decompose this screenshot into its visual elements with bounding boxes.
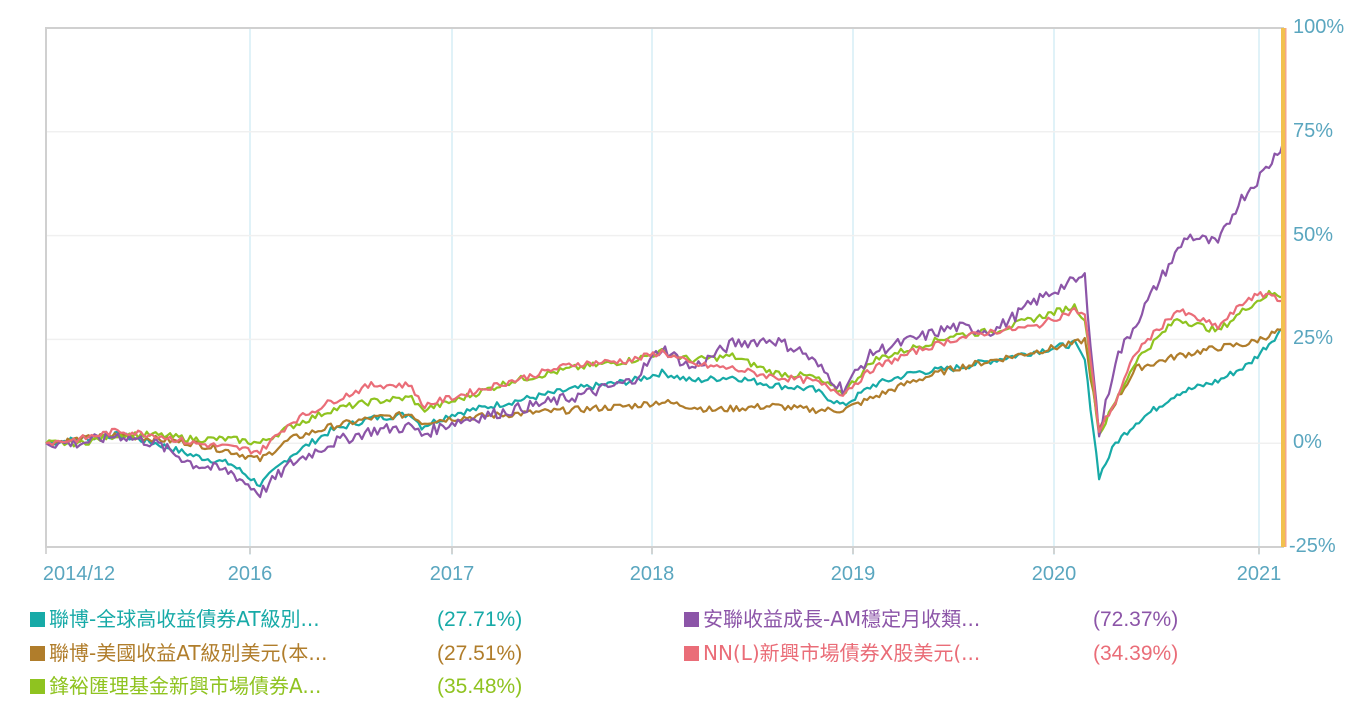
y-tick-label: 100% [1293,16,1345,38]
x-tick-label: 2021 [1236,563,1282,585]
hover-cursor-line [1281,28,1285,547]
x-tick-label: 2016 [227,563,273,585]
chart-series [45,142,1285,499]
hover-cursor-edge [1285,28,1287,547]
series-line[interactable] [45,327,1284,463]
legend-value: (34.39%) [1093,642,1179,665]
y-tick-label: 0% [1293,431,1322,454]
x-tick-label: 2018 [629,563,675,585]
legend-item-allianz-income-growth[interactable]: 安聯收益成長-AM穩定月收類... [684,604,980,635]
legend-label: NN(L)新興市場債券X股美元(... [703,641,981,665]
legend-label: 鋒裕匯理基金新興市場債券A... [49,674,322,698]
legend-swatch [30,646,45,661]
legend-label: 聯博-全球高收益債券AT級別... [49,607,320,631]
legend-item-ab-global-high-yield[interactable]: 聯博-全球高收益債券AT級別... [30,604,320,635]
legend-label: 安聯收益成長-AM穩定月收類... [703,607,981,631]
series-line[interactable] [45,291,1284,455]
x-tick-label: 2014/12 [42,563,116,585]
legend-item-pioneer-em-bond[interactable]: 鋒裕匯理基金新興市場債券A... [30,671,321,702]
y-tick-label: 25% [1293,327,1334,350]
legend-value: (35.48%) [437,675,523,698]
legend-item-nn-em-debt[interactable]: NN(L)新興市場債券X股美元(... [684,638,980,669]
legend-value: (27.51%) [437,642,523,665]
legend-swatch [684,646,699,661]
legend-swatch [684,612,699,627]
chart-grid [45,27,1283,555]
legend-value: (72.37%) [1093,608,1179,631]
y-tick-label: 50% [1293,223,1334,246]
legend-swatch [30,612,45,627]
line-chart [45,27,1287,555]
x-tick-label: 2019 [830,563,876,585]
x-tick-label: 2017 [429,563,475,585]
legend-swatch [30,679,45,694]
legend-value: (27.71%) [437,608,523,631]
legend-label: 聯博-美國收益AT級別美元(本... [49,641,328,665]
legend-item-ab-american-income[interactable]: 聯博-美國收益AT級別美元(本... [30,638,327,669]
y-tick-label: 75% [1293,119,1334,142]
y-tick-label: -25% [1289,535,1336,557]
x-tick-label: 2020 [1031,563,1077,585]
series-line[interactable] [45,327,1284,488]
